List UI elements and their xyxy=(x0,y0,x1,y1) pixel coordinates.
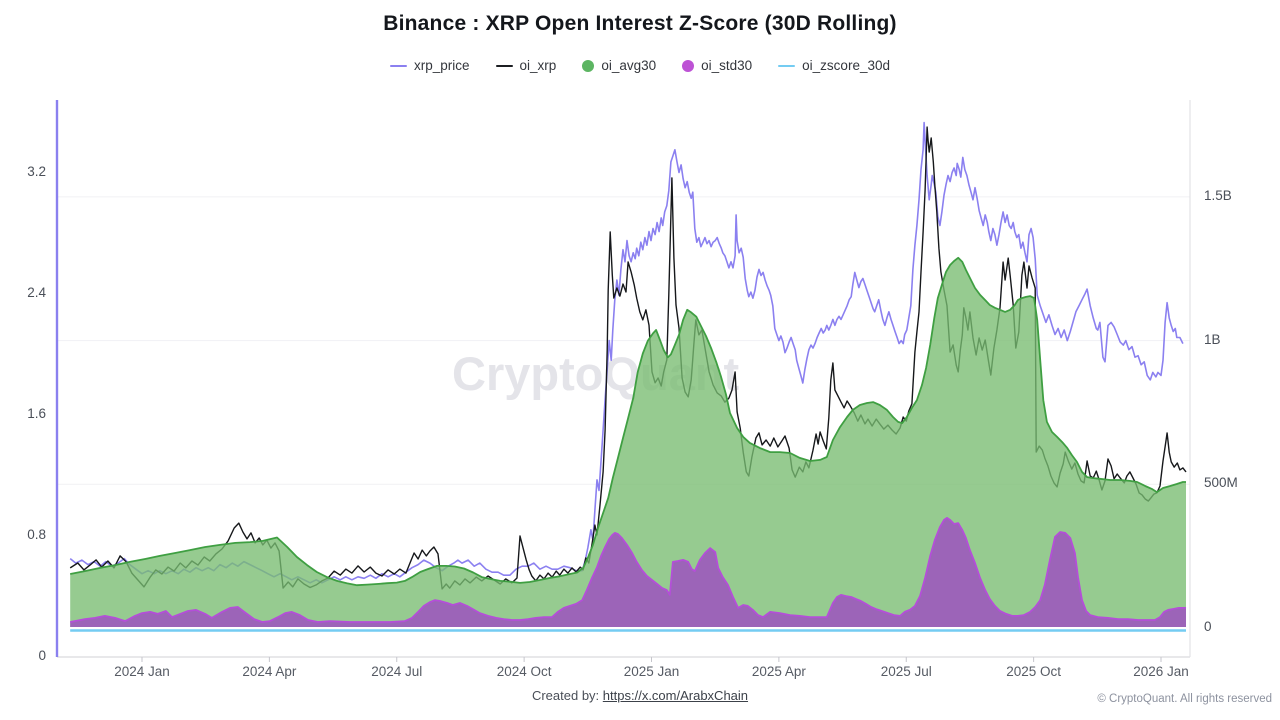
creator-link[interactable]: https://x.com/ArabxChain xyxy=(602,688,749,703)
legend-item-oi_zscore_30d[interactable]: oi_zscore_30d xyxy=(778,58,890,73)
y-left-tick-label: 2.4 xyxy=(27,284,46,300)
footer-credit: Created by: https://x.com/ArabxChain xyxy=(0,688,1280,703)
legend-item-oi_avg30[interactable]: oi_avg30 xyxy=(582,58,656,73)
x-tick-label: 2025 Apr xyxy=(751,664,806,679)
legend-item-label: oi_avg30 xyxy=(601,58,657,73)
y-left-tick-label: 3.2 xyxy=(27,163,46,179)
legend-item-xrp_price[interactable]: xrp_price xyxy=(390,58,470,73)
legend-item-label: oi_zscore_30d xyxy=(802,58,890,73)
x-tick-label: 2024 Jul xyxy=(371,664,423,679)
x-tick-label: 2025 Jan xyxy=(623,664,680,679)
series-oi_avg30-area xyxy=(70,257,1187,627)
series-oi_std30-border xyxy=(70,517,1186,623)
x-tick-label: 2025 Oct xyxy=(1006,664,1062,679)
chart-title: Binance : XRP Open Interest Z-Score (30D… xyxy=(383,12,897,35)
y-right-tick-label: 1B xyxy=(1204,331,1221,347)
y-left-tick-label: 0 xyxy=(38,648,46,663)
legend-line-swatch-icon xyxy=(390,64,407,67)
x-tick-label: 2024 Jan xyxy=(114,664,170,679)
series-oi_std30-area xyxy=(70,517,1187,627)
legend-item-label: oi_std30 xyxy=(701,58,753,73)
legend-dot-swatch-icon xyxy=(582,59,595,72)
y-left-tick-label: 1.6 xyxy=(27,405,46,421)
x-tick-label: 2025 Jul xyxy=(880,664,932,679)
series-oi_avg30-border xyxy=(70,256,1186,587)
legend-item-oi_xrp[interactable]: oi_xrp xyxy=(495,58,557,73)
y-left-tick-label: 0.8 xyxy=(27,526,46,542)
x-tick-label: 2024 Apr xyxy=(242,664,297,679)
y-right-tick-label: 0 xyxy=(1204,619,1212,634)
legend-item-label: xrp_price xyxy=(414,58,470,73)
chart-legend: xrp_price oi_xrp oi_avg30 oi_std30 oi_zscore… xyxy=(0,58,1280,73)
legend-dot-swatch-icon xyxy=(682,59,695,72)
created-by-label: Created by: xyxy=(531,688,600,703)
x-tick-label: 2024 Oct xyxy=(496,664,552,679)
legend-line-swatch-icon xyxy=(495,64,513,67)
x-tick-label: 2026 Jan xyxy=(1133,664,1189,679)
y-right-tick-label: 500M xyxy=(1204,475,1238,491)
legend-line-swatch-icon xyxy=(778,64,796,67)
y-right-tick-label: 1.5B xyxy=(1204,187,1232,203)
copyright-text: © CryptoQuant. All rights reserved xyxy=(1097,693,1272,705)
legend-item-label: oi_xrp xyxy=(519,58,557,73)
legend-item-oi_std30[interactable]: oi_std30 xyxy=(682,58,752,73)
